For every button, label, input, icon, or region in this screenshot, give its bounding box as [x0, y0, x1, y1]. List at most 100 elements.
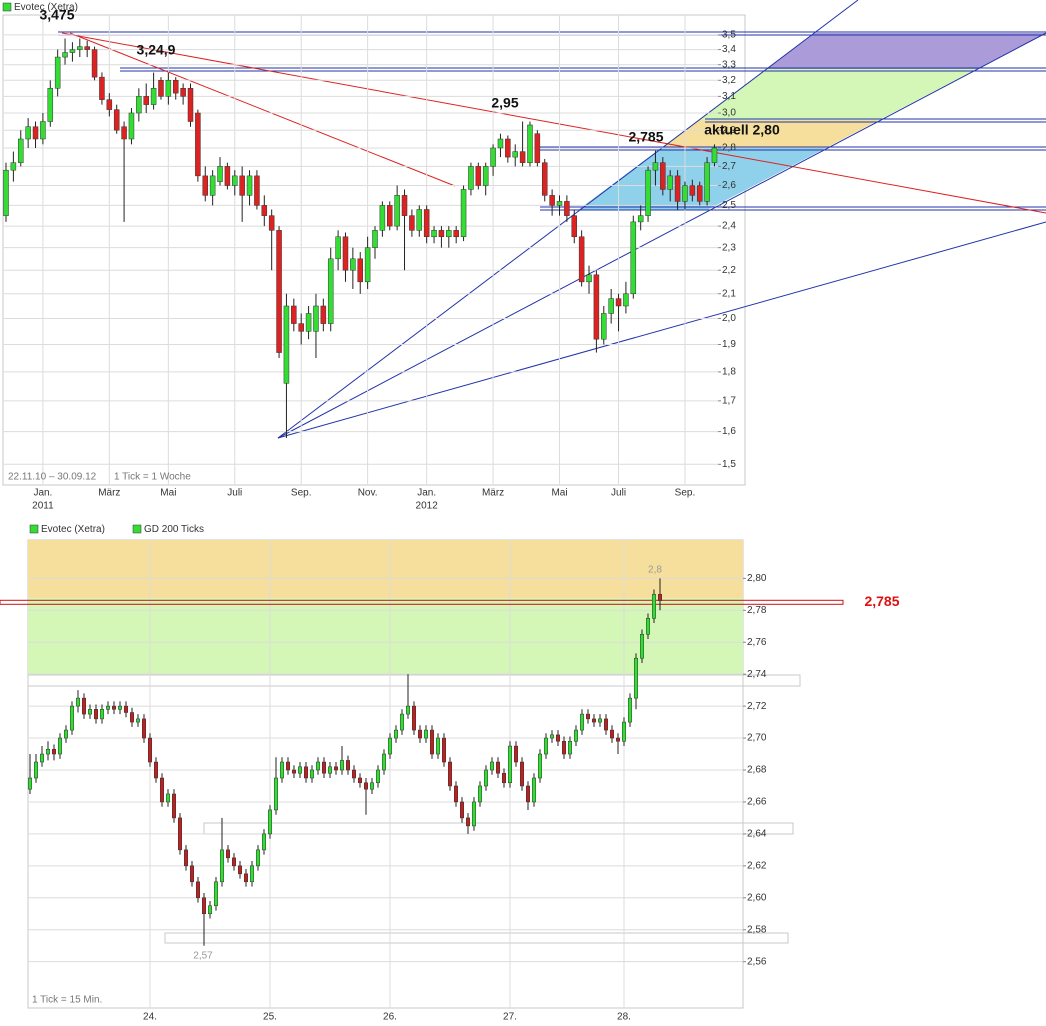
candle-body	[113, 109, 120, 131]
x-tick-label: Jan.	[417, 488, 436, 499]
candle-body	[541, 162, 548, 196]
annotation: 1 Tick = 1 Woche	[114, 472, 191, 483]
candle-body	[158, 80, 164, 97]
candle-body	[502, 772, 506, 784]
x-tick-label: März	[482, 488, 504, 499]
candle-body	[490, 147, 496, 167]
candle-body	[334, 766, 338, 771]
candle-body	[496, 761, 500, 774]
candle-body	[214, 881, 218, 907]
candle-body	[250, 865, 254, 883]
y-tick-label: 2,2	[722, 265, 736, 276]
candle-body	[472, 801, 476, 827]
candle-body	[328, 766, 332, 774]
y-tick-label: 3,5	[722, 30, 736, 41]
candle-body	[261, 205, 268, 216]
candle-body	[482, 166, 489, 186]
candle-body	[196, 881, 200, 899]
x-tick-label: 28.	[617, 1012, 631, 1023]
plot: 1,5 1,6 1,7 1,8 1,9 2,0 2,1 2,2 2,3 2,4 2,5 2,6 2,7 2…	[2, 2, 780, 512]
candle-body	[239, 175, 245, 196]
candle-body	[601, 313, 607, 340]
candle-body	[10, 162, 17, 171]
candle-body	[571, 215, 578, 238]
candle-body	[454, 785, 458, 803]
candle-body	[379, 205, 386, 231]
candle-body	[364, 247, 371, 283]
y-tick-label: 3,2	[722, 75, 736, 86]
y-tick-label: 2,70	[747, 733, 767, 744]
candle-body	[446, 230, 452, 238]
candle-body	[262, 833, 266, 851]
candle-body	[150, 88, 157, 105]
candle-body	[630, 221, 637, 295]
candle-body	[82, 697, 86, 715]
candle-body	[704, 162, 710, 202]
candle-body	[305, 313, 312, 332]
candle-body	[136, 718, 140, 723]
candle-body	[406, 705, 410, 715]
range-box	[203, 822, 794, 835]
y-tick-label: 2,7	[722, 161, 736, 172]
candle-body	[40, 121, 46, 140]
candle-body	[514, 745, 518, 763]
y-tick-label: 3,3	[722, 59, 736, 70]
candle-body	[568, 741, 572, 755]
candle-body	[165, 80, 172, 97]
candle-body	[52, 748, 56, 755]
candle-body	[562, 741, 566, 755]
candle-body	[46, 748, 50, 755]
candle-body	[84, 46, 90, 50]
candle-body	[468, 166, 474, 190]
candle-body	[25, 126, 31, 140]
x-tick-label: 26.	[383, 1012, 397, 1023]
candle-body	[628, 697, 632, 723]
candle-body	[448, 761, 452, 787]
zone-orange	[661, 120, 879, 148]
candle-body	[512, 151, 518, 158]
candle-body	[77, 46, 83, 50]
candle-body	[532, 777, 536, 803]
y-tick-label: 2,56	[747, 956, 767, 967]
candle-body	[436, 737, 440, 755]
candle-body	[166, 793, 170, 803]
candle-body	[286, 761, 290, 771]
candle-body	[409, 215, 415, 231]
candle-body	[652, 594, 656, 619]
candle-body	[130, 712, 134, 723]
candle-body	[322, 761, 326, 774]
x-tick-label: Juli	[227, 488, 242, 499]
legend-swatch	[2, 2, 12, 12]
candle-body	[335, 236, 341, 260]
x-tick-label: Juli	[611, 488, 626, 499]
candle-body	[291, 305, 297, 324]
candle-body	[195, 112, 201, 177]
x-tick-label: 27.	[503, 1012, 517, 1023]
x-tick-label: 25.	[263, 1012, 277, 1023]
y-tick-label: 1,5	[722, 459, 736, 470]
candle-body	[586, 274, 592, 283]
candle-body	[460, 801, 464, 819]
candle-body	[660, 162, 666, 190]
x-tick-label: 24.	[143, 1012, 157, 1023]
candle-body	[424, 729, 428, 739]
y-tick-label: 2,80	[747, 573, 767, 584]
candle-body	[136, 96, 142, 114]
candle-body	[370, 782, 374, 790]
candle-body	[112, 705, 116, 710]
candle-body	[550, 734, 554, 739]
top-frame	[2, 14, 746, 486]
candle-body	[438, 230, 445, 238]
candle-body	[232, 857, 236, 867]
annotation: 2,57	[193, 951, 213, 962]
candle-body	[310, 769, 314, 779]
candle-body	[274, 777, 278, 811]
y-tick-label: 3,4	[722, 44, 736, 55]
candle-body	[453, 230, 459, 238]
candle-body	[47, 88, 54, 122]
y-tick-label: 2,5	[722, 200, 736, 211]
candle-body	[682, 185, 688, 202]
candle-body	[202, 897, 206, 915]
candle-body	[340, 760, 344, 771]
